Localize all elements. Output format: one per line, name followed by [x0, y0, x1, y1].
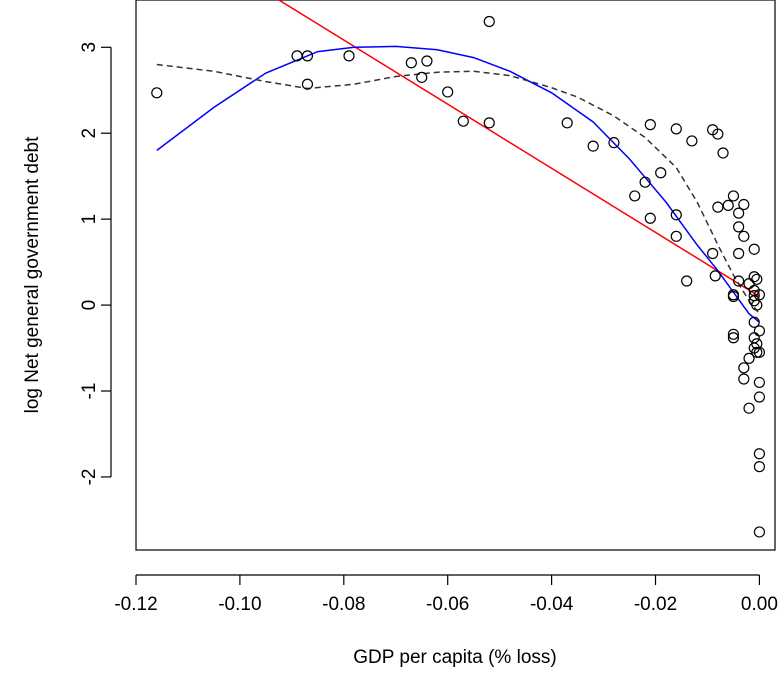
data-point: [738, 230, 750, 242]
data-point: [442, 86, 454, 98]
x-tick-label: -0.02: [634, 594, 677, 615]
data-point: [561, 117, 573, 129]
data-point: [748, 332, 760, 344]
x-tick-label: 0.00: [741, 594, 778, 615]
x-tick-label: -0.12: [114, 594, 157, 615]
data-point: [670, 123, 682, 135]
data-point: [753, 346, 766, 358]
y-tick-label: 0: [79, 300, 100, 311]
x-axis-label: GDP per capita (% loss): [353, 647, 556, 668]
data-point: [733, 275, 745, 287]
data-point: [681, 275, 693, 287]
data-point: [727, 332, 740, 344]
data-point: [743, 402, 755, 414]
data-point: [748, 271, 760, 283]
data-point: [301, 78, 314, 90]
data-point: [727, 328, 740, 340]
x-axis: -0.12 -0.10 -0.08 -0.06 -0.04 -0.02 0.00: [114, 574, 778, 615]
data-point: [301, 50, 314, 62]
plot-frame: [135, 0, 776, 551]
data-point: [743, 352, 755, 364]
data-point: [717, 147, 729, 159]
data-point: [748, 316, 760, 328]
data-point: [457, 115, 469, 127]
data-point: [644, 119, 656, 131]
data-point: [727, 190, 740, 202]
y-tick-label: -2: [79, 469, 100, 486]
y-tick-label: -1: [79, 383, 100, 400]
data-point: [751, 299, 763, 311]
x-tick-label: -0.08: [322, 594, 365, 615]
y-axis: -2 -1 0 1 2 3: [79, 42, 112, 486]
fit-line-blue: [156, 45, 760, 323]
data-point: [751, 346, 763, 358]
data-point: [722, 199, 734, 211]
data-point: [753, 461, 766, 473]
data-points: [151, 15, 766, 538]
y-tick-label: 1: [79, 214, 100, 225]
data-point: [483, 117, 495, 129]
data-point: [644, 212, 656, 224]
data-point: [748, 243, 760, 255]
x-tick-label: -0.06: [426, 594, 469, 615]
data-point: [712, 128, 724, 140]
y-tick-label: 3: [79, 42, 100, 53]
data-point: [405, 57, 417, 69]
data-point: [753, 391, 766, 403]
data-point: [738, 198, 750, 211]
data-point: [151, 87, 163, 99]
data-point: [608, 137, 620, 149]
data-point: [686, 135, 698, 147]
data-point: [655, 167, 667, 179]
fit-lines: [156, 0, 760, 323]
data-point: [707, 247, 719, 260]
x-tick-label: -0.10: [218, 594, 261, 615]
data-point: [753, 526, 766, 538]
data-point: [670, 209, 682, 221]
data-point: [733, 207, 745, 219]
data-point: [751, 273, 763, 285]
data-point: [629, 190, 641, 202]
data-point: [753, 325, 766, 337]
data-point: [733, 247, 745, 260]
fit-line-red: [278, 0, 760, 298]
data-point: [738, 362, 750, 374]
data-point: [639, 176, 651, 188]
data-point: [738, 373, 750, 385]
data-point: [733, 221, 745, 233]
data-point: [709, 270, 721, 282]
data-point: [343, 50, 355, 62]
data-point: [421, 55, 433, 67]
data-point: [587, 140, 599, 152]
data-point: [712, 201, 724, 213]
data-point: [743, 277, 755, 290]
data-point: [753, 289, 766, 301]
data-point: [483, 15, 495, 28]
fit-line-dashed: [156, 63, 760, 315]
x-tick-label: -0.04: [530, 594, 574, 615]
data-point: [727, 289, 740, 301]
y-axis-label: log Net general government debt: [22, 136, 43, 413]
data-point: [753, 448, 766, 460]
data-point: [670, 230, 682, 242]
data-point: [416, 71, 428, 83]
y-tick-label: 2: [79, 128, 100, 139]
data-point: [753, 376, 766, 389]
